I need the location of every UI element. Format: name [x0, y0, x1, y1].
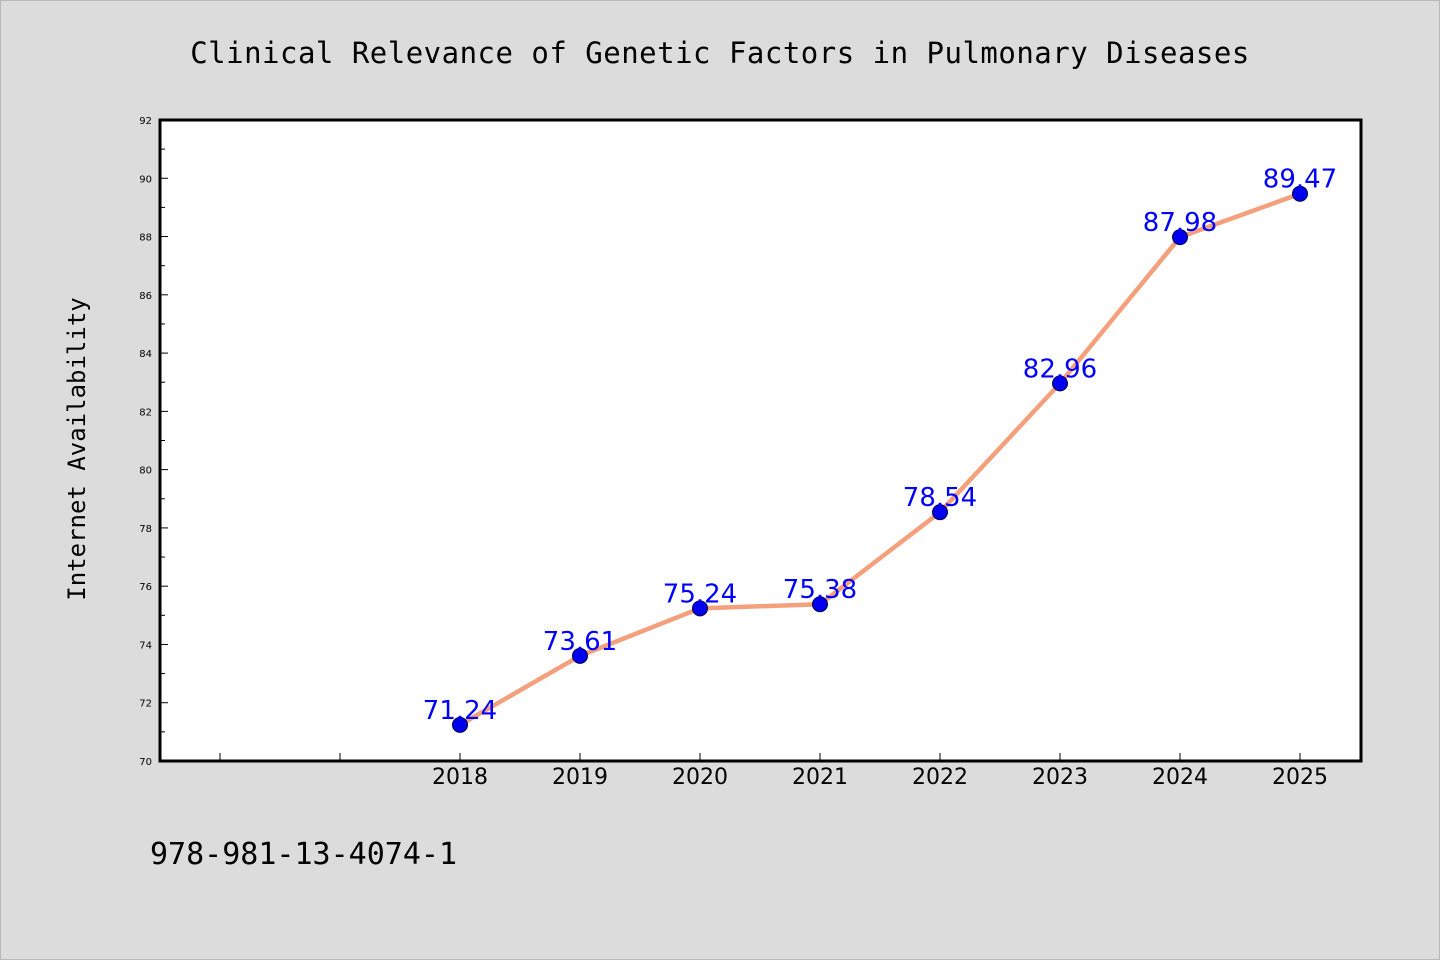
data-label: 78.54	[903, 483, 977, 513]
x-tick-label: 2024	[1152, 765, 1208, 790]
series-line	[457, 191, 1303, 728]
series-markers	[452, 185, 1308, 733]
isbn-text: 978-981-13-4074-1	[150, 837, 457, 872]
y-tick-label: 78	[139, 524, 152, 535]
y-axis-label: Internet Availability	[63, 297, 91, 600]
x-tick-label: 2020	[672, 765, 728, 790]
plot-area	[158, 118, 1363, 763]
y-tick-label: 80	[139, 466, 152, 477]
x-tick-label: 2022	[912, 765, 968, 790]
y-axis: 70 72 74 76 78 80 82 84 86 88 90 92	[139, 116, 168, 768]
y-tick-label: 70	[139, 757, 152, 768]
data-point	[1052, 375, 1068, 392]
y-tick-label: 92	[139, 116, 152, 127]
series-polyline	[457, 191, 1303, 728]
y-tick-label: 88	[139, 233, 152, 244]
x-tick-label: 2018	[432, 765, 488, 790]
data-point	[1292, 185, 1308, 202]
x-tick-label: 2023	[1032, 765, 1088, 790]
data-label: 75.38	[783, 575, 857, 605]
x-tick-label: 2021	[792, 765, 848, 790]
data-point	[572, 647, 588, 664]
y-tick-label: 82	[139, 407, 152, 418]
y-tick-label: 84	[139, 349, 152, 360]
x-axis: 2018 2019 2020 2021 2022 2023 2024 2025	[219, 753, 1328, 790]
data-label: 87.98	[1143, 208, 1217, 238]
x-tick-label: 2019	[552, 765, 608, 790]
data-label: 71.24	[423, 696, 497, 726]
data-point	[1172, 229, 1188, 246]
data-point	[692, 600, 708, 617]
data-label: 75.24	[663, 579, 737, 609]
y-tick-label: 72	[139, 699, 152, 710]
data-point	[452, 716, 468, 733]
data-label: 73.61	[543, 627, 617, 657]
y-tick-label: 86	[139, 291, 152, 302]
data-point	[932, 504, 948, 521]
data-point	[812, 596, 828, 613]
y-tick-label: 74	[139, 640, 152, 651]
x-tick-label: 2025	[1272, 765, 1328, 790]
chart-title: Clinical Relevance of Genetic Factors in…	[190, 36, 1250, 70]
y-tick-label: 90	[139, 174, 152, 185]
y-tick-label: 76	[139, 582, 152, 593]
data-labels: 71.24 73.61 75.24 75.38 78.54 82.96 87.98 89.47	[423, 165, 1337, 726]
data-label: 82.96	[1023, 354, 1097, 384]
data-label: 89.47	[1263, 165, 1337, 195]
